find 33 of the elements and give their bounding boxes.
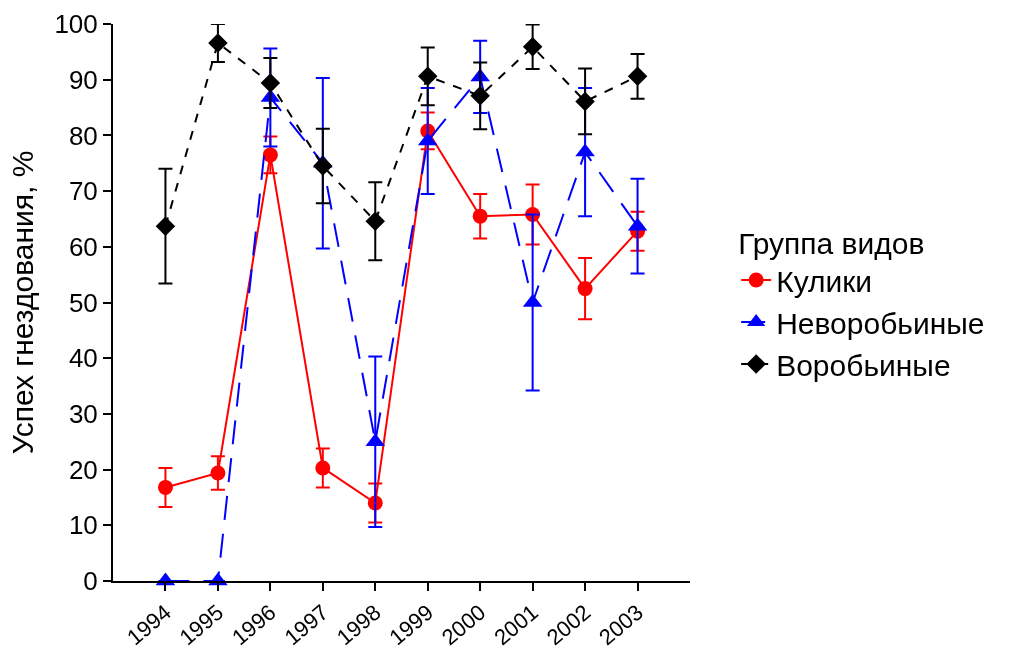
legend-title: Группа видов [738, 227, 925, 260]
point [208, 33, 228, 53]
point [365, 211, 386, 231]
point [313, 156, 333, 176]
y-tick-label: 70 [68, 176, 98, 207]
legend-label: Кулики [776, 264, 873, 298]
point [155, 216, 176, 236]
y-tick-label: 100 [54, 9, 98, 40]
y-tick-label: 10 [68, 510, 98, 541]
y-axis-title: Успех гнездования, % [5, 150, 39, 455]
legend-label: Неворобьиные [776, 306, 985, 340]
point [522, 37, 543, 57]
y-tick-label: 60 [68, 231, 98, 262]
point [627, 66, 648, 87]
y-tick-label: 0 [83, 566, 98, 597]
y-tick-label: 90 [68, 64, 98, 95]
point [577, 281, 593, 297]
point [157, 479, 173, 495]
y-tick-label: 80 [68, 120, 98, 151]
point [470, 86, 490, 106]
point [210, 465, 226, 481]
legend-label: Воробьиные [776, 348, 951, 382]
point [260, 73, 281, 93]
y-tick-label: 50 [68, 287, 98, 318]
point [575, 143, 595, 157]
point [417, 66, 438, 87]
y-tick-label: 20 [68, 454, 98, 485]
point [472, 208, 488, 224]
point [262, 147, 278, 163]
y-tick-label: 30 [68, 399, 98, 429]
y-tick-label: 40 [68, 343, 98, 374]
point [315, 460, 331, 476]
point [575, 91, 595, 112]
